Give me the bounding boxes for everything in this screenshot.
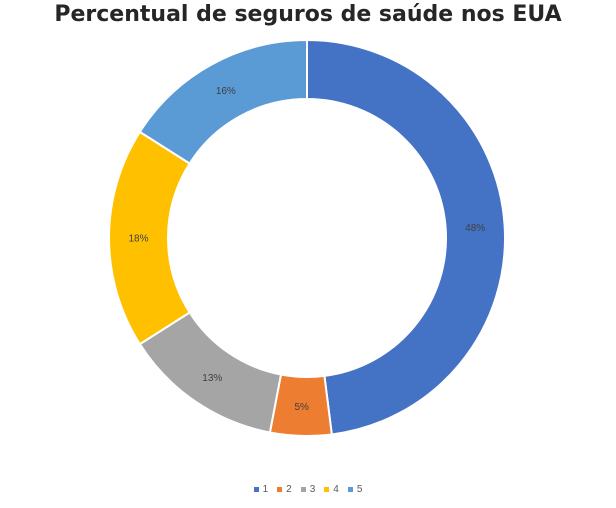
slice-label-1: 48% bbox=[465, 223, 485, 234]
slice-label-4: 18% bbox=[128, 234, 148, 245]
slice-label-2: 5% bbox=[294, 402, 309, 413]
legend-label-2: 2 bbox=[286, 484, 292, 495]
legend-swatch-1 bbox=[253, 487, 259, 492]
legend-swatch-3 bbox=[300, 487, 306, 492]
legend-item-3: 3 bbox=[300, 484, 316, 495]
chart-title: Percentual de seguros de saúde nos EUA bbox=[54, 2, 562, 27]
legend-item-5: 5 bbox=[347, 484, 363, 495]
legend-item-4: 4 bbox=[324, 484, 339, 495]
legend-swatch-4 bbox=[324, 487, 330, 492]
legend-label-4: 4 bbox=[333, 484, 339, 495]
legend-swatch-5 bbox=[347, 487, 353, 492]
slice-label-5: 16% bbox=[216, 86, 236, 97]
donut-slice-4 bbox=[108, 130, 192, 346]
donut-slice-1 bbox=[306, 38, 506, 436]
legend-label-1: 1 bbox=[262, 484, 269, 495]
legend-label-3: 3 bbox=[309, 484, 316, 495]
legend-swatch-2 bbox=[277, 487, 283, 492]
legend-item-1: 1 bbox=[253, 484, 269, 495]
legend-item-2: 2 bbox=[277, 484, 292, 495]
donut-slice-5 bbox=[138, 38, 308, 165]
legend-label-5: 5 bbox=[356, 484, 363, 495]
chart-legend: 1 2 3 4 5 bbox=[0, 484, 616, 495]
slice-label-3: 13% bbox=[202, 373, 222, 384]
